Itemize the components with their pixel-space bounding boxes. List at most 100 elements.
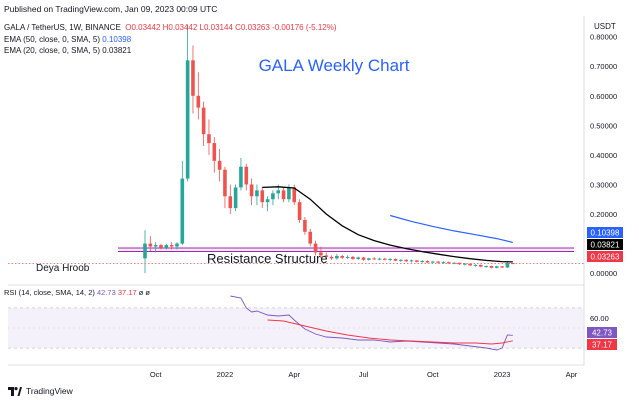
candle-body [196,95,201,108]
candle-body [324,255,329,257]
candle [196,72,201,120]
ema20-badge-value: 0.03821 [591,241,620,250]
candle [303,216,307,235]
symbol-name[interactable]: GALA / TetherUS, 1W, BINANCE [4,23,121,32]
candle-body [175,243,179,247]
candle [185,24,190,182]
candle-body [292,187,297,203]
candle-body [265,199,270,203]
candle-body [297,202,302,220]
candle [329,255,334,260]
candle [239,157,243,191]
candle-body [271,193,275,200]
candle [159,243,163,250]
candle [271,190,275,206]
candle [473,264,478,267]
candle [260,187,265,209]
candle-body [431,261,435,263]
time-tick-label: Apr [566,370,578,379]
price-tick-label: 0.80000 [590,33,617,42]
candle-body [207,134,211,144]
tradingview-logo[interactable]: TradingView [8,386,73,396]
candle [505,262,510,268]
candle [393,258,398,262]
candle [228,184,233,215]
candle [212,137,217,173]
candle-body [212,143,217,161]
candle-body [153,245,158,247]
resistance-annotation: Resistance Structure [207,251,328,266]
candle [308,228,313,247]
candle-body [452,262,456,264]
rsi-badge-value: 42.73 [592,329,613,338]
candle [415,259,419,263]
price-tick-label: 0.30000 [590,180,617,189]
price-tick-label: 0.60000 [590,92,617,101]
candle-body [377,258,382,260]
rsi-legend[interactable]: RSI (14, close, SMA, 14, 2) 42.73 37.17 … [4,288,150,297]
ema50-line [390,214,513,243]
rsi-badge: 42.73 [587,327,617,338]
ema20-legend[interactable]: EMA (20, close, 0, SMA, 5) 0.03821 [4,46,131,55]
author-annotation: Deya Hroob [36,263,90,274]
chart-title-annotation: GALA Weekly Chart [259,56,410,75]
candle-body [239,166,243,188]
currency-label: USDT [594,22,616,31]
ohlc-values: O0.03442 H0.03442 L0.03144 C0.03263 -0.0… [125,23,337,32]
candle [404,259,408,262]
ema50-badge: 0.10398 [587,227,623,238]
candle-body [345,256,350,258]
candle [340,254,345,259]
candle-body [143,243,147,259]
candle-body [335,255,339,259]
candle [191,45,195,114]
candle [457,262,462,265]
candle [244,163,249,191]
candle-body [500,266,504,268]
candle [164,243,169,250]
candles [143,24,515,274]
candle [377,257,382,261]
candle [431,260,435,264]
candle-body [436,261,440,263]
candle [175,242,179,250]
time-tick-label: Oct [427,370,440,379]
candle [345,255,350,259]
rsi-legend-label: RSI (14, close, SMA, 14, 2) [4,288,95,297]
candle [463,263,467,266]
candle [452,262,456,265]
candle [351,255,355,260]
candle-body [420,261,424,263]
candle-body [457,262,462,265]
price-tick-label: 0.50000 [590,121,617,130]
price-tick-label: 0.40000 [590,151,617,160]
resistance-zone [118,247,574,253]
ema50-legend[interactable]: EMA (50, close, 0, SMA, 5) 0.10398 [4,35,131,44]
candle [409,259,414,263]
candle-body [361,257,366,260]
candle [223,166,227,209]
candle-body [489,266,494,268]
published-note: Published on TradingView.com, Jan 09, 20… [4,4,218,14]
candle-body [201,107,206,135]
candle-body [319,252,323,256]
candle-body [447,262,451,264]
candle-body [191,60,195,96]
candle-body [255,190,259,197]
rsi-line [230,295,513,351]
ema50-legend-label: EMA (50, close, 0, SMA, 5) [4,35,101,44]
candle-body [484,266,488,268]
time-axis[interactable]: Oct 2022 Apr Jul Oct 2023 Apr [150,370,578,379]
candle-body [441,262,446,264]
candle [180,160,185,246]
resistance-fill [118,248,574,252]
candle-body [494,266,499,268]
candle [388,258,392,262]
rsi-legend-extra: ø ø [138,288,150,297]
rsi-axis[interactable]: 60.00 [590,314,609,323]
candle [207,119,211,155]
candle [489,265,494,269]
candle-body [409,260,414,262]
ema50-badge-value: 0.10398 [591,229,620,238]
